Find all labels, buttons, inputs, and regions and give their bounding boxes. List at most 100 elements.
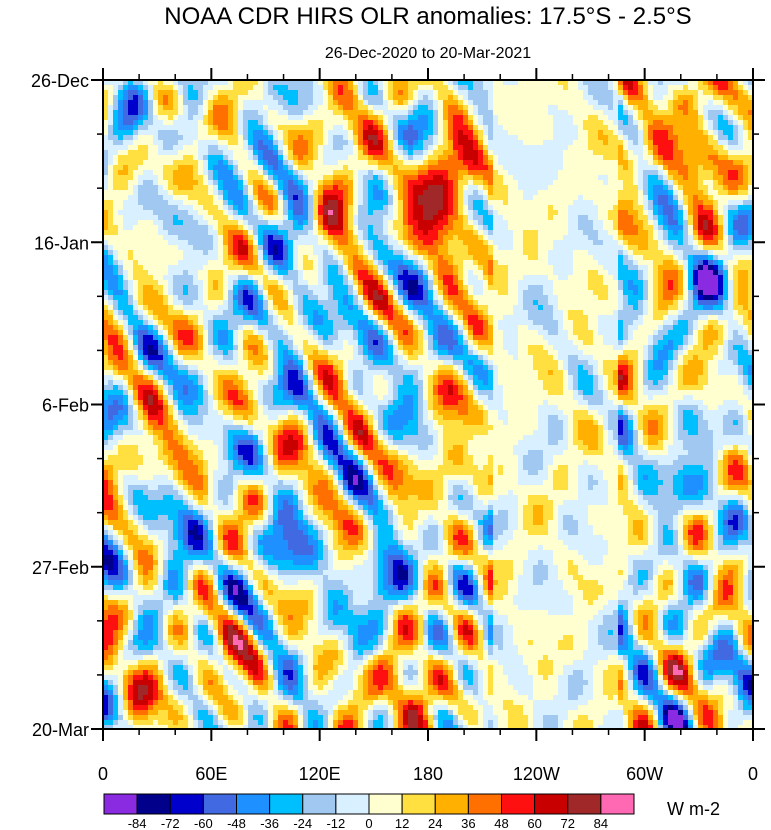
field-cell (338, 190, 344, 196)
field-cell (573, 235, 579, 241)
field-cell (153, 235, 159, 241)
field-cell (618, 120, 624, 126)
field-cell (668, 240, 674, 246)
field-cell (138, 210, 144, 216)
field-cell (368, 150, 374, 156)
field-cell (413, 90, 419, 96)
field-cell (178, 180, 184, 186)
field-cell (233, 270, 239, 276)
field-cell (473, 185, 479, 191)
field-cell (163, 155, 169, 161)
field-cell (148, 175, 154, 181)
field-cell (623, 175, 629, 181)
field-cell (428, 185, 434, 191)
field-cell (583, 225, 589, 231)
field-cell (518, 215, 524, 221)
field-cell (283, 190, 289, 196)
field-cell (668, 150, 674, 156)
field-cell (353, 240, 359, 246)
field-cell (338, 185, 344, 191)
field-cell (583, 185, 589, 191)
field-cell (463, 195, 469, 201)
field-cell (133, 140, 139, 146)
field-cell (123, 215, 129, 221)
field-cell (198, 190, 204, 196)
field-cell (158, 130, 164, 136)
field-cell (203, 140, 209, 146)
field-cell (193, 215, 199, 221)
field-cell (203, 100, 209, 106)
field-cell (198, 150, 204, 156)
field-cell (688, 220, 694, 226)
field-cell (503, 115, 509, 121)
field-cell (603, 170, 609, 176)
field-cell (568, 255, 574, 261)
field-cell (453, 95, 459, 101)
field-cell (153, 240, 159, 246)
field-cell (363, 180, 369, 186)
field-cell (198, 90, 204, 96)
field-cell (568, 205, 574, 211)
field-cell (348, 85, 354, 91)
field-cell (563, 260, 569, 266)
field-cell (713, 165, 719, 171)
field-cell (153, 140, 159, 146)
field-cell (593, 180, 599, 186)
field-cell (588, 145, 594, 151)
field-cell (143, 270, 149, 276)
field-cell (288, 155, 294, 161)
field-cell (198, 225, 204, 231)
field-cell (268, 145, 274, 151)
field-cell (563, 140, 569, 146)
field-cell (448, 100, 454, 106)
field-cell (553, 185, 559, 191)
field-cell (553, 220, 559, 226)
field-cell (238, 85, 244, 91)
field-cell (238, 205, 244, 211)
field-cell (108, 215, 114, 221)
field-cell (578, 135, 584, 141)
field-cell (418, 190, 424, 196)
field-cell (463, 130, 469, 136)
field-cell (483, 225, 489, 231)
field-cell (308, 180, 314, 186)
field-cell (313, 195, 319, 201)
field-cell (658, 260, 664, 266)
field-cell (408, 235, 414, 241)
field-cell (338, 135, 344, 141)
field-cell (538, 205, 544, 211)
field-cell (508, 95, 514, 101)
field-cell (738, 215, 744, 221)
field-cell (313, 255, 319, 261)
field-cell (243, 80, 249, 86)
field-cell (158, 225, 164, 231)
field-cell (563, 230, 569, 236)
field-cell (248, 80, 254, 86)
field-cell (628, 175, 634, 181)
field-cell (738, 185, 744, 191)
field-cell (103, 135, 109, 141)
field-cell (353, 150, 359, 156)
field-cell (318, 265, 324, 271)
field-cell (543, 170, 549, 176)
field-cell (163, 260, 169, 266)
field-cell (183, 185, 189, 191)
field-cell (198, 130, 204, 136)
field-cell (618, 205, 624, 211)
field-cell (478, 165, 484, 171)
field-cell (158, 145, 164, 151)
field-cell (698, 110, 704, 116)
field-cell (538, 100, 544, 106)
field-cell (158, 260, 164, 266)
field-cell (378, 150, 384, 156)
field-cell (623, 160, 629, 166)
field-cell (723, 120, 729, 126)
field-cell (158, 90, 164, 96)
field-cell (333, 180, 339, 186)
field-cell (443, 260, 449, 266)
field-cell (398, 255, 404, 261)
field-cell (618, 110, 624, 116)
field-cell (553, 250, 559, 256)
field-cell (548, 120, 554, 126)
field-cell (588, 200, 594, 206)
